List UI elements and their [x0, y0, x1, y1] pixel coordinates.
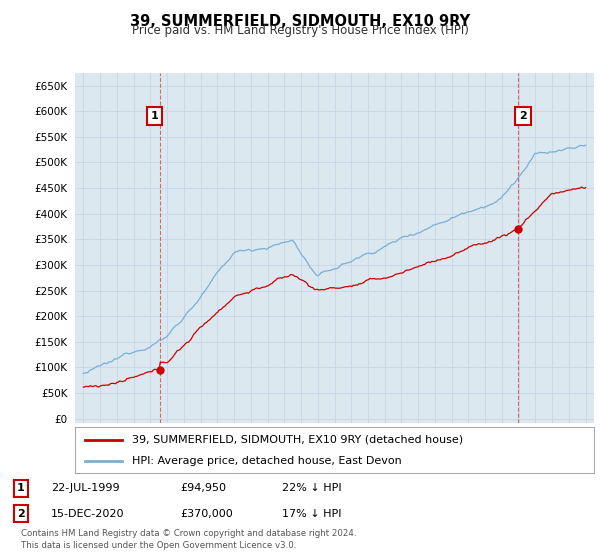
Text: 39, SUMMERFIELD, SIDMOUTH, EX10 9RY (detached house): 39, SUMMERFIELD, SIDMOUTH, EX10 9RY (det… [132, 435, 463, 445]
Text: 22% ↓ HPI: 22% ↓ HPI [282, 483, 341, 493]
Text: Contains HM Land Registry data © Crown copyright and database right 2024.
This d: Contains HM Land Registry data © Crown c… [21, 529, 356, 550]
Text: 2: 2 [17, 508, 25, 519]
Text: HPI: Average price, detached house, East Devon: HPI: Average price, detached house, East… [132, 456, 402, 466]
Text: 2: 2 [519, 111, 527, 122]
Text: 15-DEC-2020: 15-DEC-2020 [51, 508, 125, 519]
Text: 17% ↓ HPI: 17% ↓ HPI [282, 508, 341, 519]
Text: 1: 1 [151, 111, 158, 122]
Text: 1: 1 [17, 483, 25, 493]
Text: 39, SUMMERFIELD, SIDMOUTH, EX10 9RY: 39, SUMMERFIELD, SIDMOUTH, EX10 9RY [130, 14, 470, 29]
Text: 22-JUL-1999: 22-JUL-1999 [51, 483, 119, 493]
Text: £94,950: £94,950 [180, 483, 226, 493]
Text: £370,000: £370,000 [180, 508, 233, 519]
Text: Price paid vs. HM Land Registry's House Price Index (HPI): Price paid vs. HM Land Registry's House … [131, 24, 469, 37]
